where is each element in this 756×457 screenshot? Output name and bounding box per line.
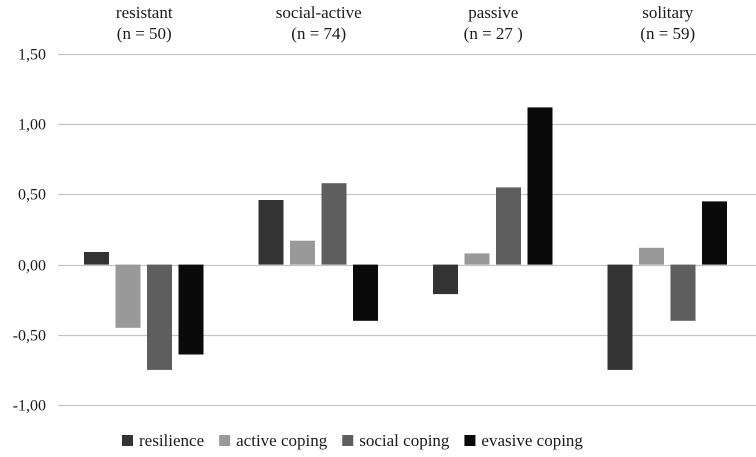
- group-sample-size: (n = 74): [291, 24, 346, 43]
- bar-social-coping-social-active: [321, 183, 347, 265]
- y-tick-label: 0,00: [18, 258, 46, 275]
- y-tick-label: -0,50: [13, 328, 46, 345]
- legend-label: resilience: [139, 431, 204, 450]
- bar-social-coping-passive: [496, 187, 521, 265]
- bar-resilience-resistant: [84, 252, 109, 265]
- legend: resilience active coping social coping evas…: [122, 431, 583, 450]
- group-title: solitary: [642, 3, 693, 22]
- bars: [84, 107, 727, 370]
- y-tick-label: 1,50: [18, 47, 46, 64]
- bar-active-coping-resistant: [115, 264, 141, 328]
- legend-swatch: [464, 435, 476, 446]
- bar-active-coping-solitary: [639, 247, 664, 265]
- bar-social-coping-solitary: [670, 264, 696, 321]
- group-title: resistant: [116, 3, 173, 22]
- bar-evasive-coping-passive: [527, 107, 553, 265]
- bar-resilience-social-active: [258, 200, 284, 265]
- y-tick-label: 0,50: [18, 187, 46, 204]
- bar-social-coping-resistant: [147, 264, 172, 370]
- legend-swatch: [122, 435, 133, 446]
- legend-swatch: [219, 435, 231, 446]
- group-sample-size: (n = 27 ): [464, 24, 523, 43]
- y-axis-ticks: -1,00 -0,50 0,00 0,50 1,00 1,50: [13, 47, 46, 415]
- legend-swatch: [342, 435, 354, 446]
- group-title: passive: [468, 3, 518, 22]
- legend-label: social coping: [359, 431, 450, 450]
- y-tick-label: 1,00: [18, 117, 46, 134]
- y-tick-label: -1,00: [13, 398, 46, 415]
- group-title: social-active: [276, 3, 362, 22]
- group-titles: resistant (n = 50) social-active (n = 74) pa…: [116, 3, 695, 43]
- bar-resilience-passive: [433, 264, 458, 295]
- group-sample-size: (n = 59): [640, 24, 695, 43]
- bar-active-coping-passive: [464, 253, 490, 265]
- bar-resilience-solitary: [607, 264, 633, 370]
- bar-active-coping-social-active: [290, 240, 315, 265]
- legend-label: active coping: [236, 431, 328, 450]
- bar-evasive-coping-solitary: [702, 201, 727, 265]
- group-sample-size: (n = 50): [117, 24, 172, 43]
- gridlines: [58, 53, 756, 407]
- legend-label: evasive coping: [481, 431, 583, 450]
- bar-evasive-coping-social-active: [353, 264, 378, 321]
- bar-evasive-coping-resistant: [178, 264, 204, 355]
